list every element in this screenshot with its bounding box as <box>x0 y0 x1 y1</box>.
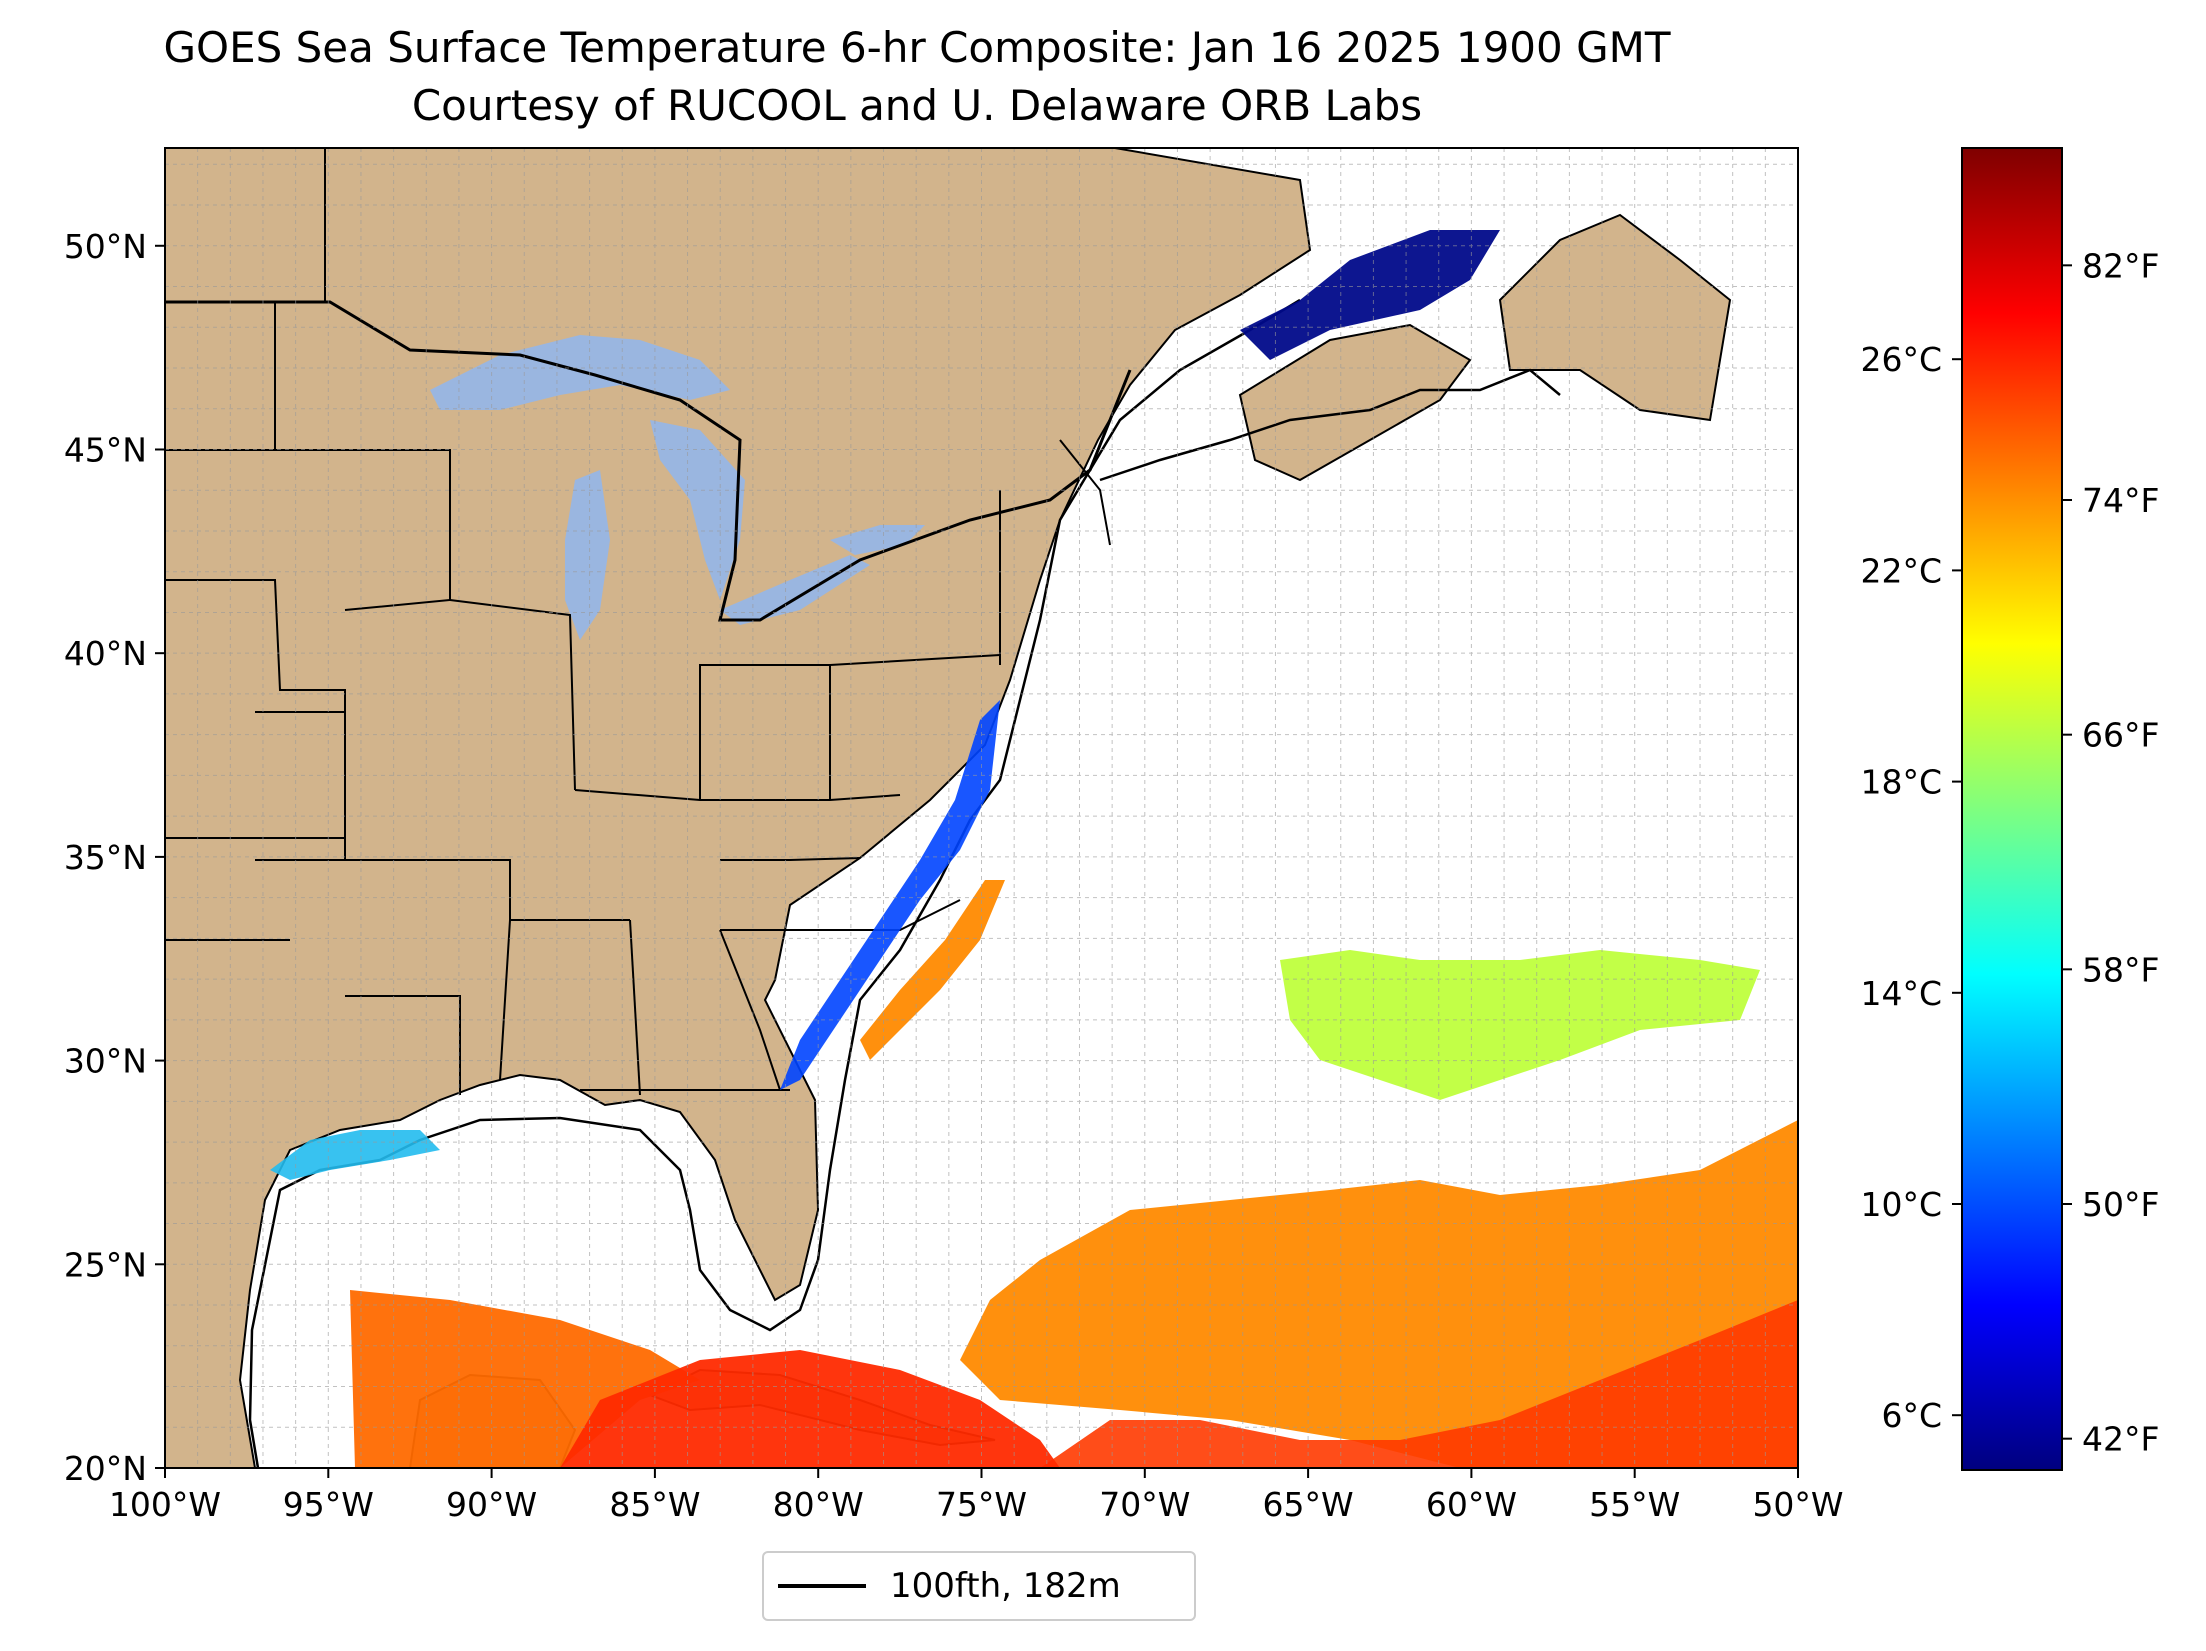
fahrenheit-tick-label: 74°F <box>2082 481 2159 520</box>
canada-us-border <box>165 300 1132 622</box>
lat-tick-label: 40°N <box>64 634 147 673</box>
lat-tick-label: 30°N <box>64 1042 147 1081</box>
fahrenheit-tick-label: 42°F <box>2082 1420 2159 1459</box>
celsius-tick-label: 18°C <box>1860 763 1942 802</box>
sst-gulf-stream-coast <box>860 880 1005 1060</box>
map-subtitle: Courtesy of RUCOOL and U. Delaware ORB L… <box>411 81 1423 130</box>
legend-label: 100fth, 182m <box>890 1566 1121 1606</box>
celsius-tick-label: 10°C <box>1860 1185 1942 1224</box>
isobath-gulf-of-maine <box>1099 368 1561 482</box>
lat-tick-label: 35°N <box>64 838 147 877</box>
celsius-tick-label: 6°C <box>1881 1396 1942 1435</box>
colorbar-fahrenheit-axis: 42°F 50°F 58°F 66°F 74°F 82°F <box>2062 246 2159 1459</box>
colorbar-celsius-axis: 6°C 10°C 14°C 18°C 22°C 26°C <box>1860 340 1962 1435</box>
fahrenheit-tick-label: 50°F <box>2082 1185 2159 1224</box>
lat-tick-label: 45°N <box>64 430 147 469</box>
state-borders <box>165 148 1111 1096</box>
lake-erie <box>720 555 870 625</box>
fahrenheit-tick-label: 58°F <box>2082 950 2159 989</box>
lat-tick-label: 25°N <box>64 1245 147 1284</box>
legend: 100fth, 182m <box>762 1551 1196 1621</box>
colorbar <box>1961 147 2063 1471</box>
lon-tick-label: 95°W <box>283 1485 374 1524</box>
gridlines <box>165 148 1798 1468</box>
sst-gulf-warm <box>350 1290 700 1468</box>
lon-tick-label: 55°W <box>1589 1485 1680 1524</box>
lake-michigan <box>565 470 610 640</box>
lon-tick-label: 50°W <box>1752 1485 1843 1524</box>
lon-tick-label: 60°W <box>1426 1485 1517 1524</box>
lon-tick-label: 100°W <box>109 1485 221 1524</box>
sst-hot-atlantic <box>1040 1300 1798 1468</box>
fahrenheit-tick-label: 82°F <box>2082 246 2159 285</box>
fahrenheit-tick-label: 66°F <box>2082 716 2159 755</box>
newfoundland-land <box>1498 213 1732 422</box>
celsius-tick-label: 22°C <box>1860 551 1942 590</box>
map-title: GOES Sea Surface Temperature 6-hr Compos… <box>163 23 1671 72</box>
lon-tick-label: 85°W <box>609 1485 700 1524</box>
lon-tick-label: 75°W <box>936 1485 1027 1524</box>
sst-caribbean <box>560 1350 1060 1468</box>
sst-coastal-cold <box>780 700 1000 1090</box>
lon-tick-label: 65°W <box>1263 1485 1354 1524</box>
lat-axis: 20°N 25°N 30°N 35°N 40°N 45°N 50°N <box>64 227 165 1488</box>
celsius-tick-label: 14°C <box>1860 974 1942 1013</box>
legend-line-swatch <box>778 1584 866 1588</box>
lat-tick-label: 50°N <box>64 227 147 266</box>
lake-ontario <box>830 525 925 555</box>
lon-tick-label: 90°W <box>446 1485 537 1524</box>
lake-huron <box>650 420 745 600</box>
sst-warm-atlantic <box>960 1120 1798 1468</box>
sst-mid-atlantic-patches <box>1280 950 1760 1100</box>
lon-tick-label: 80°W <box>773 1485 864 1524</box>
nova-scotia-land <box>1238 323 1472 482</box>
celsius-tick-label: 26°C <box>1860 340 1942 379</box>
lat-tick-label: 20°N <box>64 1449 147 1488</box>
lon-tick-label: 70°W <box>1099 1485 1190 1524</box>
lon-axis: 100°W 95°W 90°W 85°W 80°W 75°W 70°W 65°W 60°W 55°… <box>109 1468 1844 1524</box>
